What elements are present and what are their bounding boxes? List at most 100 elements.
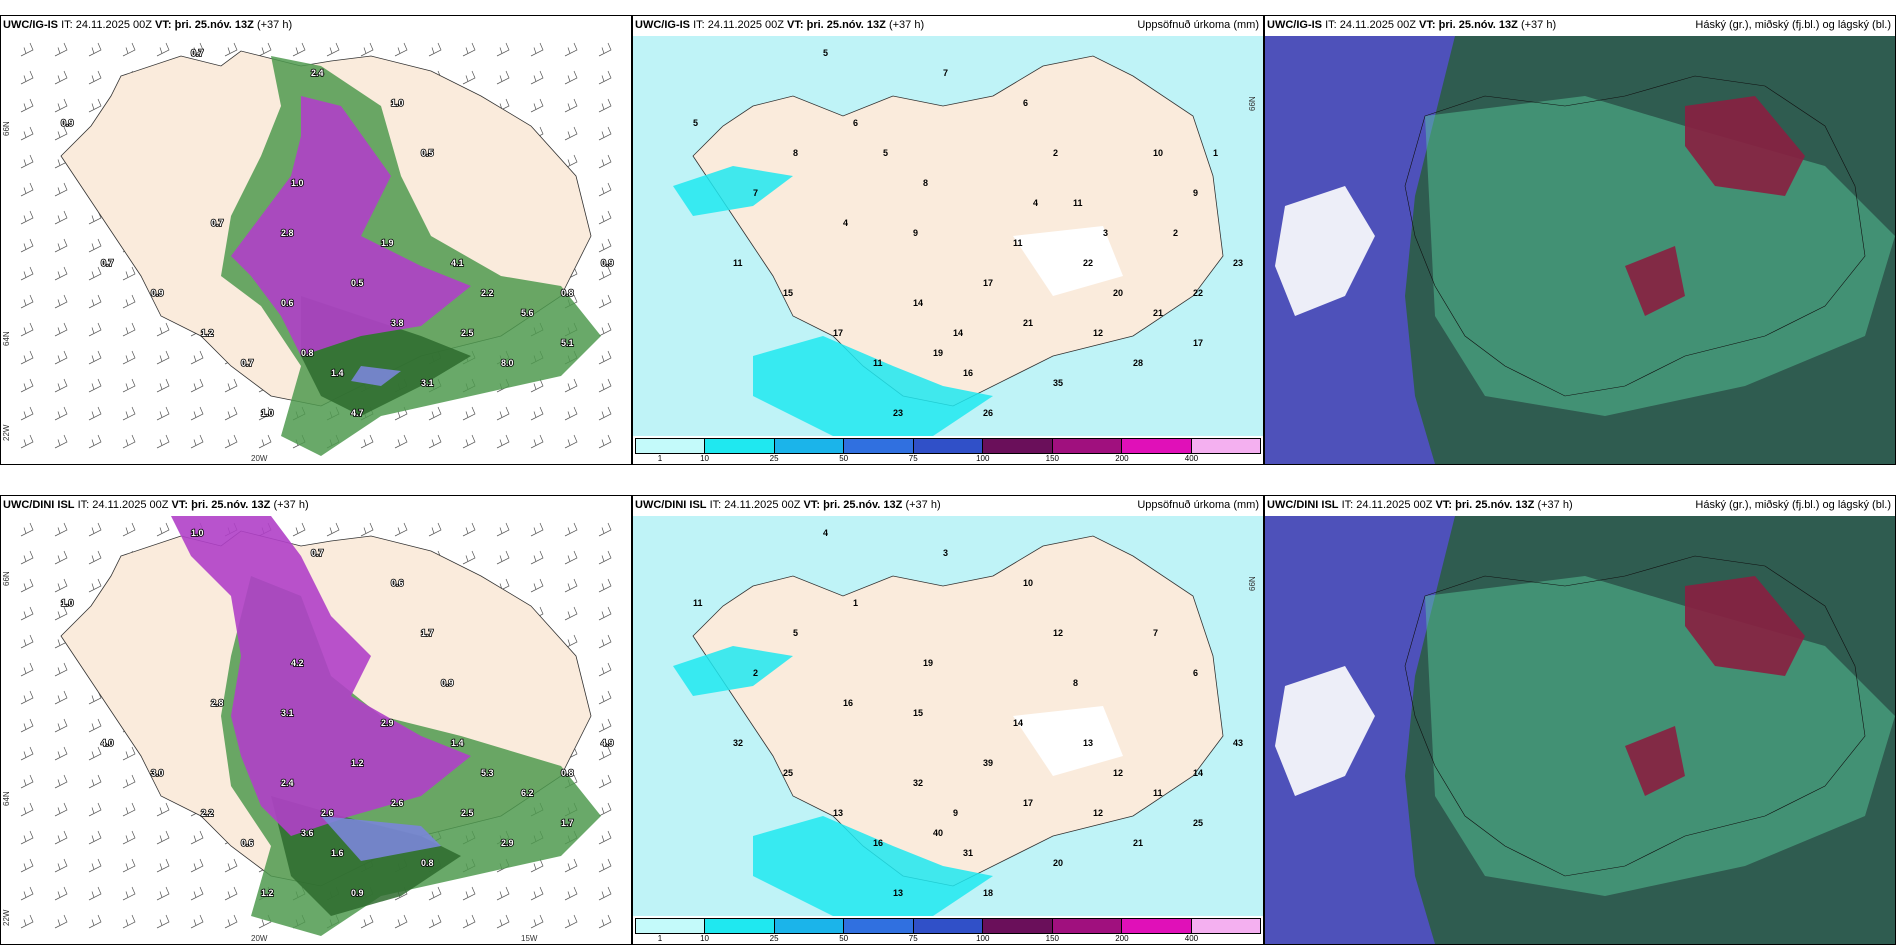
panel-dini-clouds: UWC/DINI ISL IT: 24.11.2025 00Z VT: þri.… <box>1264 495 1896 945</box>
wind-barb <box>88 914 102 929</box>
legend-tick-label: 400 <box>1184 454 1199 463</box>
wind-barb <box>156 42 170 57</box>
legend-swatch <box>1052 439 1123 453</box>
wind-barb <box>88 718 102 733</box>
precip-value-label: 0.8 <box>421 858 434 868</box>
precip-value-label: 26 <box>983 408 993 418</box>
precip-value-label: 2.8 <box>281 228 294 238</box>
precip-value-label: 1.4 <box>451 738 464 748</box>
legend-tick-label: 75 <box>908 934 918 943</box>
init-time: IT: 24.11.2025 00Z <box>77 499 169 511</box>
wind-barb <box>360 914 374 929</box>
precip-value-label: 2.6 <box>391 798 404 808</box>
wind-barb <box>54 606 68 621</box>
precip-value-label: 17 <box>983 278 993 288</box>
wind-barb <box>122 350 136 365</box>
map-area[interactable] <box>1265 36 1895 464</box>
wind-barb <box>156 858 170 873</box>
wind-barb <box>20 98 34 113</box>
panel-header: UWC/DINI ISL IT: 24.11.2025 00Z VT: þri.… <box>1267 499 1891 515</box>
precip-value-label: 5 <box>693 118 698 128</box>
precip-value-label: 11 <box>873 358 883 368</box>
wind-barb <box>326 522 340 537</box>
map-area[interactable]: 1.0 0.7 0.6 1.0 1.7 4.2 2.8 3.1 2.9 1.4 1.2 2.4 2.6 2… <box>1 516 631 944</box>
wind-barb <box>54 126 68 141</box>
wind-barb <box>54 718 68 733</box>
wind-barb <box>156 886 170 901</box>
map-area[interactable]: 0.7 2.4 1.0 0.9 0.5 1.0 0.7 2.8 1.9 4.1 0.5 0.6 3.8 2… <box>1 36 631 464</box>
wind-barb <box>88 406 102 421</box>
panel-igis-precip: UWC/IG-IS IT: 24.11.2025 00Z VT: þri. 25… <box>632 15 1264 465</box>
init-time: IT: 24.11.2025 00Z <box>1341 499 1433 511</box>
wind-barb <box>564 406 578 421</box>
precip-value-label: 14 <box>1013 718 1023 728</box>
wind-barb <box>20 718 34 733</box>
wind-barb <box>360 434 374 449</box>
map-area[interactable]: 4 3 10 11 12 19 16 15 14 13 39 32 17 12 40 31 20 21 25 18 13… <box>633 516 1263 916</box>
wind-barb <box>20 774 34 789</box>
precip-value-label: 16 <box>843 698 853 708</box>
wind-barb <box>428 434 442 449</box>
wind-barb <box>20 350 34 365</box>
wind-barb <box>462 406 476 421</box>
legend-swatch <box>774 439 845 453</box>
wind-barb <box>122 406 136 421</box>
legend-tick-label: 25 <box>769 454 779 463</box>
map-area[interactable] <box>1265 516 1895 944</box>
cyan-band-nw <box>673 166 793 216</box>
precip-value-label: 10 <box>1153 148 1163 158</box>
wind-barb <box>496 886 510 901</box>
axis-label-lon3: 22W <box>2 909 11 926</box>
precip-value-label: 8.0 <box>501 358 514 368</box>
wind-barb <box>54 690 68 705</box>
precip-value-label: 0.9 <box>351 888 364 898</box>
wind-barb <box>394 434 408 449</box>
precip-value-label: 1.7 <box>561 818 574 828</box>
wind-barb <box>156 406 170 421</box>
axis-label-lat: 66N <box>1248 96 1257 111</box>
wind-barb <box>530 858 544 873</box>
precip-value-label: 14 <box>1193 768 1203 778</box>
precip-value-label: 11 <box>733 258 743 268</box>
wind-barb <box>122 886 136 901</box>
legend-tick-label: 100 <box>976 934 990 943</box>
wind-barb <box>598 42 612 57</box>
precip-value-label: 0.6 <box>391 578 404 588</box>
cyan-band-nw <box>673 646 793 696</box>
precip-value-label: 5.3 <box>481 768 494 778</box>
precip-value-label: 1.2 <box>201 328 214 338</box>
wind-barb <box>156 830 170 845</box>
wind-barb <box>190 830 204 845</box>
wind-barb <box>530 434 544 449</box>
precip-value-label: 17 <box>833 328 843 338</box>
precip-value-label: 0.7 <box>211 218 224 228</box>
precip-value-label: 0.7 <box>241 358 254 368</box>
precip-value-label: 25 <box>783 768 793 778</box>
wind-barb <box>224 914 238 929</box>
wind-barb <box>156 914 170 929</box>
coastline <box>1404 75 1866 397</box>
panel-igis-wind: UWC/IG-IS IT: 24.11.2025 00Z VT: þri. 25… <box>0 15 632 465</box>
map-svg <box>1265 36 1895 464</box>
legend-swatch <box>1191 919 1260 933</box>
precip-value-label: 5 <box>883 148 888 158</box>
cloud-white <box>1275 666 1375 796</box>
wind-barb <box>564 378 578 393</box>
wind-barb <box>190 42 204 57</box>
wind-barb <box>428 914 442 929</box>
blue-precip <box>321 816 441 861</box>
wind-barb <box>54 662 68 677</box>
wind-barb <box>156 802 170 817</box>
model-name: UWC/IG-IS <box>1267 19 1322 31</box>
wind-barb <box>292 522 306 537</box>
wind-barb <box>88 70 102 85</box>
precip-value-label: 18 <box>983 888 993 898</box>
map-area[interactable]: 5 7 6 5 2 8 4 9 11 22 17 14 21 12 19 16 35 28 17 26 23 22 21 20… <box>633 36 1263 436</box>
wind-barb <box>530 378 544 393</box>
wind-barb <box>598 434 612 449</box>
model-name: UWC/IG-IS <box>3 19 58 31</box>
wind-barb <box>156 322 170 337</box>
precip-value-label: 13 <box>1083 738 1093 748</box>
wind-barb <box>88 578 102 593</box>
panel-header: UWC/IG-IS IT: 24.11.2025 00Z VT: þri. 25… <box>1267 19 1891 35</box>
